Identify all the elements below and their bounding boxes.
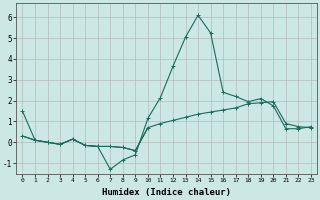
X-axis label: Humidex (Indice chaleur): Humidex (Indice chaleur) (102, 188, 231, 197)
